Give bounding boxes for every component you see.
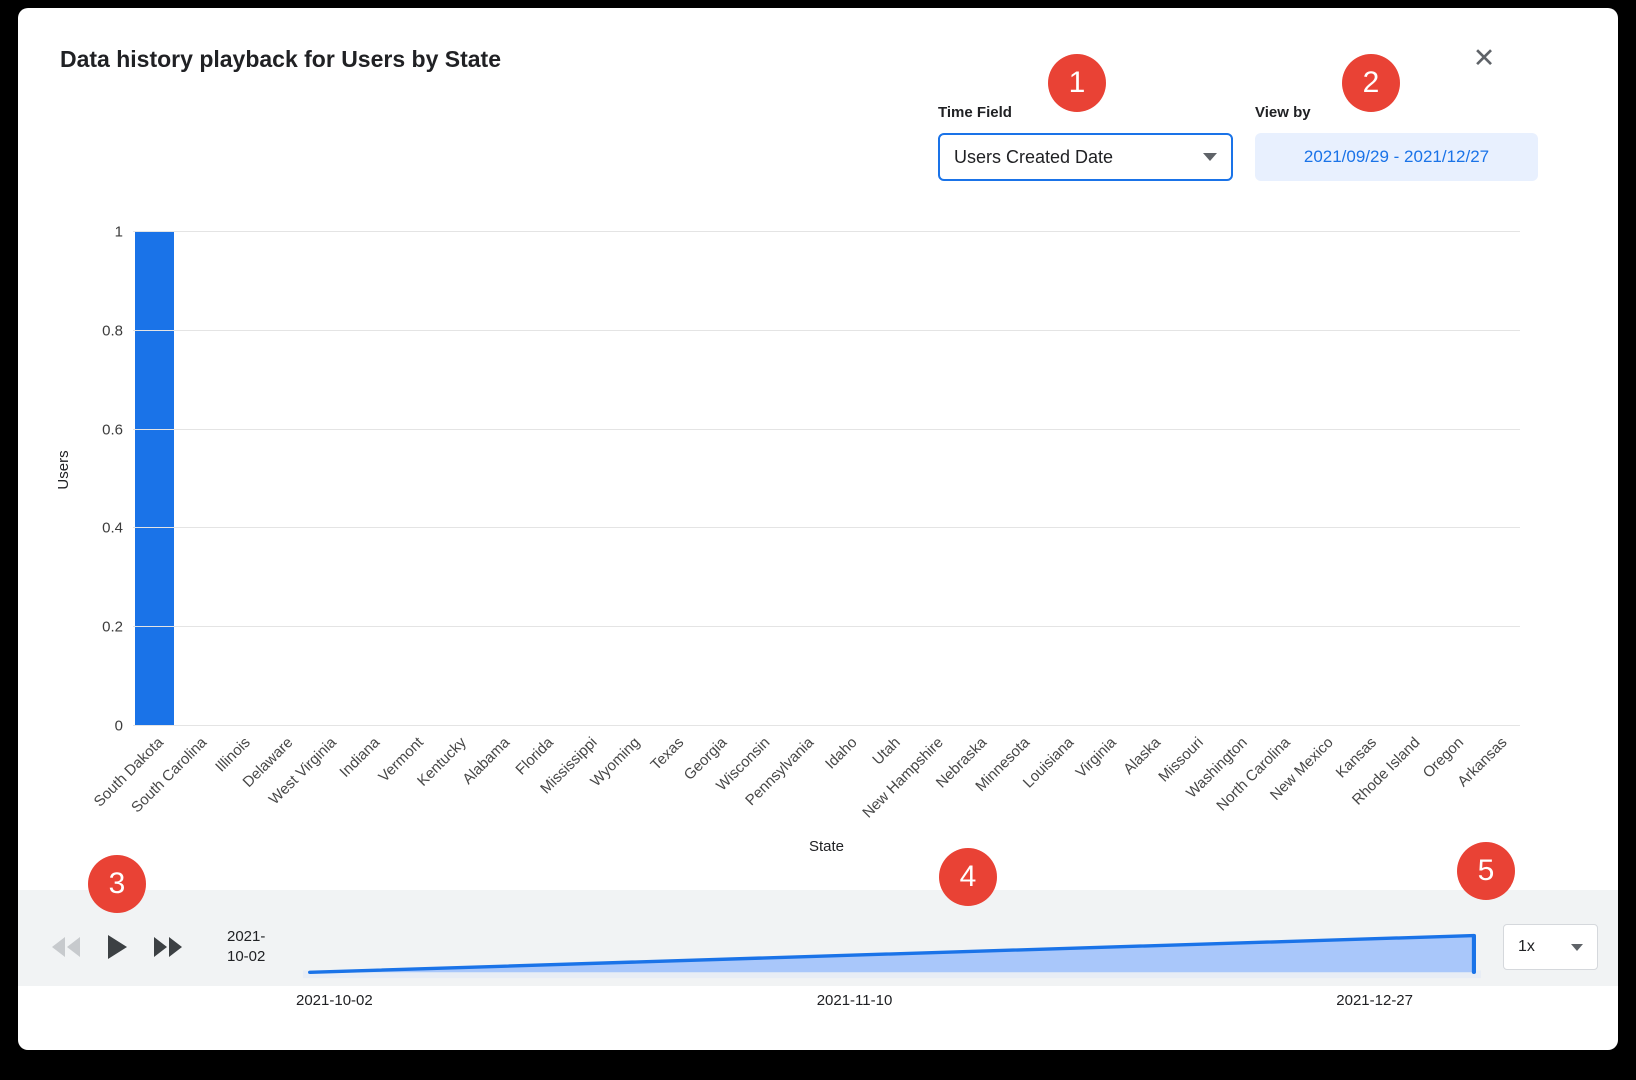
bar-slot bbox=[133, 232, 176, 726]
chevron-down-icon bbox=[1571, 943, 1583, 951]
x-label-slot: Arkansas bbox=[1454, 726, 1520, 836]
x-label-slot: Pennsylvania bbox=[742, 726, 826, 836]
gridline bbox=[133, 428, 1520, 430]
bar-slot bbox=[176, 232, 219, 726]
bar-slot bbox=[523, 232, 566, 726]
bar-slot bbox=[1087, 232, 1130, 726]
timeline-scrubber[interactable] bbox=[303, 924, 1481, 980]
x-label-slot: Rhode Island bbox=[1349, 726, 1433, 836]
bar-slot bbox=[653, 232, 696, 726]
time-field-value: Users Created Date bbox=[954, 146, 1114, 167]
bar-slot bbox=[1217, 232, 1260, 726]
bar-slot bbox=[306, 232, 349, 726]
bar-slot bbox=[263, 232, 306, 726]
gridline bbox=[133, 231, 1520, 232]
time-field-label: Time Field bbox=[938, 104, 1012, 121]
bar-slot bbox=[350, 232, 393, 726]
gridline bbox=[133, 527, 1520, 529]
bar-slot bbox=[783, 232, 826, 726]
timeline-date-mid: 2021-11-10 bbox=[816, 992, 893, 1009]
x-label-slot: South Carolina bbox=[128, 726, 219, 836]
bars-container bbox=[133, 232, 1520, 726]
timeline-date-end: 2021-12-27 bbox=[1336, 992, 1413, 1009]
y-axis-tick-label: 0 bbox=[114, 717, 123, 735]
bar-slot bbox=[827, 232, 870, 726]
bar-slot bbox=[1173, 232, 1216, 726]
play-icon[interactable] bbox=[99, 932, 135, 962]
gridline bbox=[133, 626, 1520, 628]
dialog-title: Data history playback for Users by State bbox=[60, 46, 501, 72]
bar-slot bbox=[1000, 232, 1043, 726]
bar-slot bbox=[913, 232, 956, 726]
rewind-glyph bbox=[52, 937, 80, 957]
x-label-slot: West Virginia bbox=[266, 726, 349, 836]
users-by-state-chart: 0 0.2 0.4 0.6 0.8 1 South Dakota South Carolin… bbox=[90, 224, 1520, 855]
x-label-slot: Wyoming bbox=[587, 726, 653, 836]
x-axis-tick-label: Idaho bbox=[821, 734, 861, 773]
playback-speed-select[interactable]: 1x bbox=[1503, 924, 1598, 970]
y-axis-title: Users bbox=[55, 450, 72, 490]
playback-speed-value: 1x bbox=[1518, 938, 1535, 955]
playback-bar: 2021-10-02 1x bbox=[18, 890, 1618, 986]
x-axis-labels: South Dakota South Carolina Illinois Delawa… bbox=[90, 726, 1520, 836]
current-playback-date: 2021-10-02 bbox=[227, 927, 266, 965]
y-axis-tick-label: 0.6 bbox=[102, 421, 123, 439]
x-label-slot: Virginia bbox=[1073, 726, 1130, 836]
time-field-select[interactable]: Users Created Date bbox=[938, 133, 1233, 181]
bar-slot bbox=[220, 232, 263, 726]
close-icon[interactable]: ✕ bbox=[1466, 40, 1502, 76]
y-axis-tick-label: 0.4 bbox=[102, 519, 123, 537]
x-axis-tick-label: Utah bbox=[869, 734, 904, 769]
data-history-playback-dialog: Data history playback for Users by State… bbox=[18, 8, 1618, 1050]
y-axis-tick-label: 0.8 bbox=[102, 322, 123, 340]
bar-slot bbox=[610, 232, 653, 726]
bar-slot bbox=[1390, 232, 1433, 726]
chevron-down-icon bbox=[1203, 153, 1217, 161]
time-field-control: Time Field Users Created Date bbox=[938, 104, 1233, 181]
bar-south-dakota bbox=[135, 232, 175, 726]
bar-slot bbox=[696, 232, 739, 726]
fast-forward-icon[interactable] bbox=[150, 932, 186, 962]
bar-slot bbox=[1477, 232, 1520, 726]
bar-slot bbox=[566, 232, 609, 726]
bar-slot bbox=[870, 232, 913, 726]
fast-forward-glyph bbox=[154, 937, 182, 957]
y-axis-tick-label: 0.2 bbox=[102, 618, 123, 636]
bar-slot bbox=[1260, 232, 1303, 726]
rewind-icon[interactable] bbox=[48, 932, 84, 962]
bar-slot bbox=[436, 232, 479, 726]
bar-slot bbox=[1130, 232, 1173, 726]
bar-slot bbox=[393, 232, 436, 726]
x-label-slot: Louisiana bbox=[1019, 726, 1086, 836]
date-range-button[interactable]: 2021/09/29 - 2021/12/27 bbox=[1255, 133, 1538, 181]
x-label-slot: New Mexico bbox=[1267, 726, 1346, 836]
bar-slot bbox=[740, 232, 783, 726]
x-axis-title: State bbox=[808, 838, 845, 855]
gridline bbox=[133, 725, 1520, 726]
play-glyph bbox=[108, 935, 127, 959]
plot-area: 0 0.2 0.4 0.6 0.8 1 bbox=[102, 224, 1520, 735]
view-by-label: View by bbox=[1255, 104, 1311, 121]
y-axis-tick-label: 1 bbox=[114, 223, 123, 241]
bar-slot bbox=[1433, 232, 1476, 726]
bar-slot bbox=[957, 232, 1000, 726]
x-label-slot: Alabama bbox=[460, 726, 523, 836]
bar-slot bbox=[1347, 232, 1390, 726]
gridline bbox=[133, 329, 1520, 331]
bar-slot bbox=[1303, 232, 1346, 726]
view-by-control: View by 2021/09/29 - 2021/12/27 bbox=[1255, 104, 1538, 181]
bar-slot bbox=[480, 232, 523, 726]
x-axis-tick-label: Texas bbox=[647, 734, 687, 774]
x-label-slot: Idaho bbox=[822, 726, 870, 836]
bar-slot bbox=[1043, 232, 1086, 726]
timeline-date-labels: 2021-10-02 2021-11-10 2021-12-27 bbox=[296, 992, 1413, 1009]
timeline-date-start: 2021-10-02 bbox=[296, 992, 373, 1009]
timeline-area-chart bbox=[303, 933, 1481, 979]
